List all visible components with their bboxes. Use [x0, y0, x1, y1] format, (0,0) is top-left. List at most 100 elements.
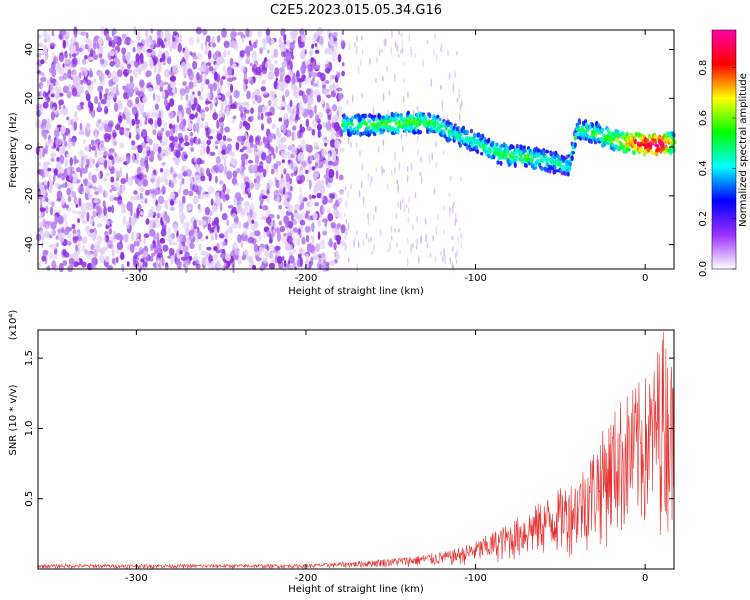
colorbar-bar [711, 29, 737, 270]
heatmap-cell [406, 166, 409, 172]
heatmap-cell [255, 39, 259, 45]
heatmap-cell [335, 169, 339, 180]
heatmap-cell [169, 75, 177, 82]
heatmap-cell [70, 63, 76, 68]
heatmap-cell [169, 98, 175, 107]
heatmap-cell [77, 218, 81, 224]
heatmap-cell [345, 199, 348, 209]
heatmap-cell [317, 129, 321, 138]
heatmap-cell [246, 90, 251, 100]
heatmap-cell [179, 243, 183, 249]
heatmap-cell [323, 259, 326, 264]
heatmap-cell [82, 58, 86, 65]
heatmap-cell [286, 197, 291, 203]
heatmap-cell [456, 51, 458, 56]
heatmap-cell [177, 132, 183, 138]
heatmap-cell [123, 40, 127, 45]
heatmap-cell [333, 242, 337, 251]
heatmap-cell [206, 167, 210, 177]
heatmap-cell [64, 252, 70, 258]
signal-track-cell [601, 127, 605, 132]
heatmap-cell [138, 91, 145, 99]
heatmap-cell [40, 212, 43, 218]
heatmap-cell [79, 84, 85, 94]
heatmap-cell [344, 230, 347, 241]
heatmap-cell [384, 37, 387, 47]
heatmap-cell [327, 114, 332, 121]
heatmap-cell [154, 248, 157, 255]
heatmap-cell [199, 237, 205, 242]
heatmap-cell [338, 191, 345, 196]
heatmap-cell [171, 179, 178, 184]
heatmap-cell [69, 257, 75, 268]
heatmap-cell [160, 30, 164, 38]
heatmap-cell [45, 197, 49, 203]
heatmap-cell [111, 70, 118, 80]
heatmap-cell [36, 52, 42, 58]
heatmap-cell [440, 47, 442, 52]
heatmap-cell [157, 146, 162, 153]
heatmap-cell [361, 92, 363, 99]
heatmap-cell [189, 131, 194, 137]
heatmap-cell [321, 100, 325, 104]
heatmap-cell [189, 51, 193, 56]
heatmap-cell [381, 48, 383, 54]
heatmap-cell [281, 256, 285, 261]
heatmap-cell [250, 196, 254, 201]
heatmap-cell [119, 142, 125, 149]
heatmap-cell [210, 260, 215, 265]
heatmap-cell [78, 159, 85, 168]
heatmap-cell [94, 191, 99, 195]
heatmap-cell [267, 49, 270, 54]
heatmap-cell [223, 262, 227, 267]
heatmap-cell [95, 133, 99, 139]
heatmap-cell [331, 104, 338, 112]
heatmap-cell [361, 93, 364, 99]
signal-track-cell [404, 128, 408, 132]
heatmap-cell [377, 145, 380, 154]
heatmap-cell [196, 72, 200, 81]
heatmap-cell [333, 121, 340, 132]
heatmap-cell [177, 42, 182, 53]
heatmap-cell [157, 195, 165, 205]
heatmap-cell [328, 168, 335, 179]
heatmap-cell [223, 50, 227, 58]
signal-track-cell [467, 136, 472, 142]
heatmap-cell [356, 263, 359, 273]
heatmap-cell [274, 67, 280, 78]
y-tick-label: 20 [24, 92, 35, 105]
heatmap-cell [72, 177, 77, 185]
heatmap-cell [43, 179, 48, 186]
heatmap-cell [209, 228, 214, 234]
x-tick-label: 0 [642, 273, 648, 284]
heatmap-cell [73, 26, 78, 37]
heatmap-cell [367, 213, 369, 219]
heatmap-cell [204, 193, 210, 198]
heatmap-cell [369, 180, 372, 187]
heatmap-cell [163, 81, 169, 86]
heatmap-cell [285, 172, 290, 183]
signal-track-cell [499, 160, 503, 166]
heatmap-cell [93, 54, 98, 60]
signal-track-cell [515, 155, 519, 161]
heatmap-cell [310, 80, 314, 86]
heatmap-cell [156, 212, 160, 219]
heatmap-cell [51, 201, 55, 207]
heatmap-cell [219, 248, 226, 254]
heatmap-cell [116, 176, 120, 182]
heatmap-cell [195, 26, 202, 35]
heatmap-cell [48, 252, 53, 260]
heatmap-cell [181, 195, 186, 204]
heatmap-cell [167, 235, 173, 243]
heatmap-cell [74, 195, 77, 205]
heatmap-cell [407, 217, 410, 224]
heatmap-cell [458, 227, 461, 232]
signal-track-cell [438, 117, 442, 121]
heatmap-cell [271, 123, 276, 129]
heatmap-cell [58, 234, 65, 243]
heatmap-cell [123, 92, 128, 100]
heatmap-cell [216, 35, 221, 43]
heatmap-cell [311, 43, 315, 49]
heatmap-cell [168, 91, 174, 96]
heatmap-cell [297, 78, 304, 83]
